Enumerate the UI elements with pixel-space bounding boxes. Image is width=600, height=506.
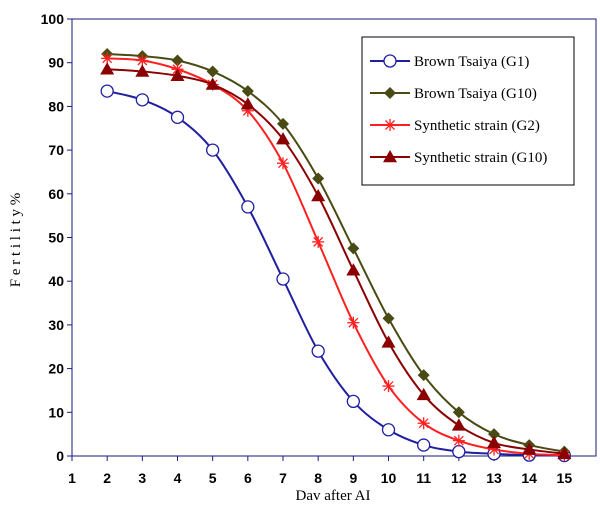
x-tick-label: 9 (349, 470, 357, 486)
legend-label: Synthetic strain (G2) (414, 118, 540, 134)
series-layer (100, 47, 572, 463)
y-tick-label: 90 (48, 55, 64, 71)
data-point (240, 97, 255, 110)
data-point (416, 387, 431, 401)
x-tick-label: 15 (557, 470, 573, 486)
legend-item: Brown Tsaiya (G10) (370, 86, 537, 102)
x-tick-label: 7 (279, 470, 287, 486)
data-point (346, 263, 361, 276)
data-point (276, 132, 291, 145)
data-point (347, 316, 360, 329)
data-point (100, 62, 115, 75)
data-point (135, 64, 150, 77)
data-point (312, 235, 325, 248)
data-point (101, 52, 114, 65)
x-tick-label: 2 (103, 470, 111, 486)
x-tick-label: 13 (486, 470, 502, 486)
data-point (206, 65, 219, 78)
data-point (100, 84, 114, 98)
data-point (487, 435, 502, 449)
data-point (417, 369, 430, 382)
data-point (346, 394, 360, 409)
x-tick-label: 3 (138, 470, 146, 486)
series-4 (100, 62, 572, 460)
y-tick-label: 20 (48, 361, 64, 377)
data-point (451, 418, 466, 431)
legend-marker (383, 54, 397, 68)
y-tick-label: 50 (48, 230, 64, 246)
y-axis-title: F e r t i l i t y % (8, 193, 24, 288)
data-point (347, 242, 360, 255)
x-tick-label: 1 (68, 470, 76, 486)
data-point (135, 93, 149, 107)
legend-marker (384, 119, 396, 131)
data-point (206, 143, 220, 157)
y-tick-label: 30 (48, 317, 64, 333)
legend-label: Brown Tsaiya (G1) (414, 54, 529, 70)
data-point (312, 172, 325, 185)
data-point (277, 157, 290, 170)
y-tick-label: 100 (41, 11, 65, 27)
data-point (452, 434, 465, 447)
data-point (205, 77, 220, 90)
data-point (170, 68, 185, 82)
y-tick-label: 10 (48, 404, 64, 420)
y-tick-label: 80 (48, 98, 64, 114)
data-point (452, 406, 465, 419)
y-tick-label: 70 (48, 142, 64, 158)
y-tick-label: 40 (48, 273, 64, 289)
legend-item: Brown Tsaiya (G1) (370, 54, 529, 70)
x-tick-label: 4 (174, 470, 182, 486)
x-tick-label: 12 (451, 470, 467, 486)
series-line (107, 52, 565, 453)
x-tick-label: 6 (244, 470, 252, 486)
y-tick-label: 0 (56, 448, 64, 464)
data-point (522, 442, 537, 455)
legend-label: Synthetic strain (G10) (414, 150, 547, 166)
x-tick-label: 10 (381, 470, 397, 486)
legend-marker (384, 87, 396, 99)
legend-box (361, 36, 575, 186)
data-point (277, 117, 290, 130)
data-point (311, 344, 325, 358)
data-point (311, 188, 326, 202)
x-axis: 1 2 3 4 5 6 7 8 9 10 11 12 13 14 15 (68, 456, 572, 486)
legend-label: Brown Tsaiya (G10) (414, 86, 537, 102)
data-point (417, 438, 431, 452)
data-point (488, 428, 501, 441)
data-point (382, 380, 395, 393)
x-axis-title: Dav after AI (296, 488, 371, 504)
x-tick-label: 11 (416, 470, 431, 486)
series-1 (100, 84, 571, 463)
data-point (381, 423, 396, 437)
data-point (241, 200, 255, 214)
data-point (417, 417, 430, 430)
data-point (171, 54, 184, 67)
series-line (107, 68, 565, 455)
y-tick-label: 60 (48, 186, 64, 202)
data-point (381, 335, 396, 348)
legend-item: Synthetic strain (G2) (370, 118, 540, 134)
data-point (170, 110, 185, 124)
y-axis: 0 10 20 30 40 50 60 70 80 90 100 (41, 11, 72, 464)
x-tick-label: 8 (314, 470, 322, 486)
legend-item: Synthetic strain (G10) (370, 150, 547, 166)
data-point (452, 444, 466, 459)
x-tick-label: 14 (521, 470, 537, 486)
data-point (557, 446, 572, 460)
data-point (276, 272, 290, 286)
series-line (107, 57, 565, 457)
x-tick-label: 5 (209, 470, 217, 486)
data-point (382, 312, 395, 325)
legend-marker (383, 150, 397, 163)
data-point (241, 85, 254, 98)
legend: Brown Tsaiya (G1) Brown Tsaiya (G10) Synth… (361, 36, 575, 186)
